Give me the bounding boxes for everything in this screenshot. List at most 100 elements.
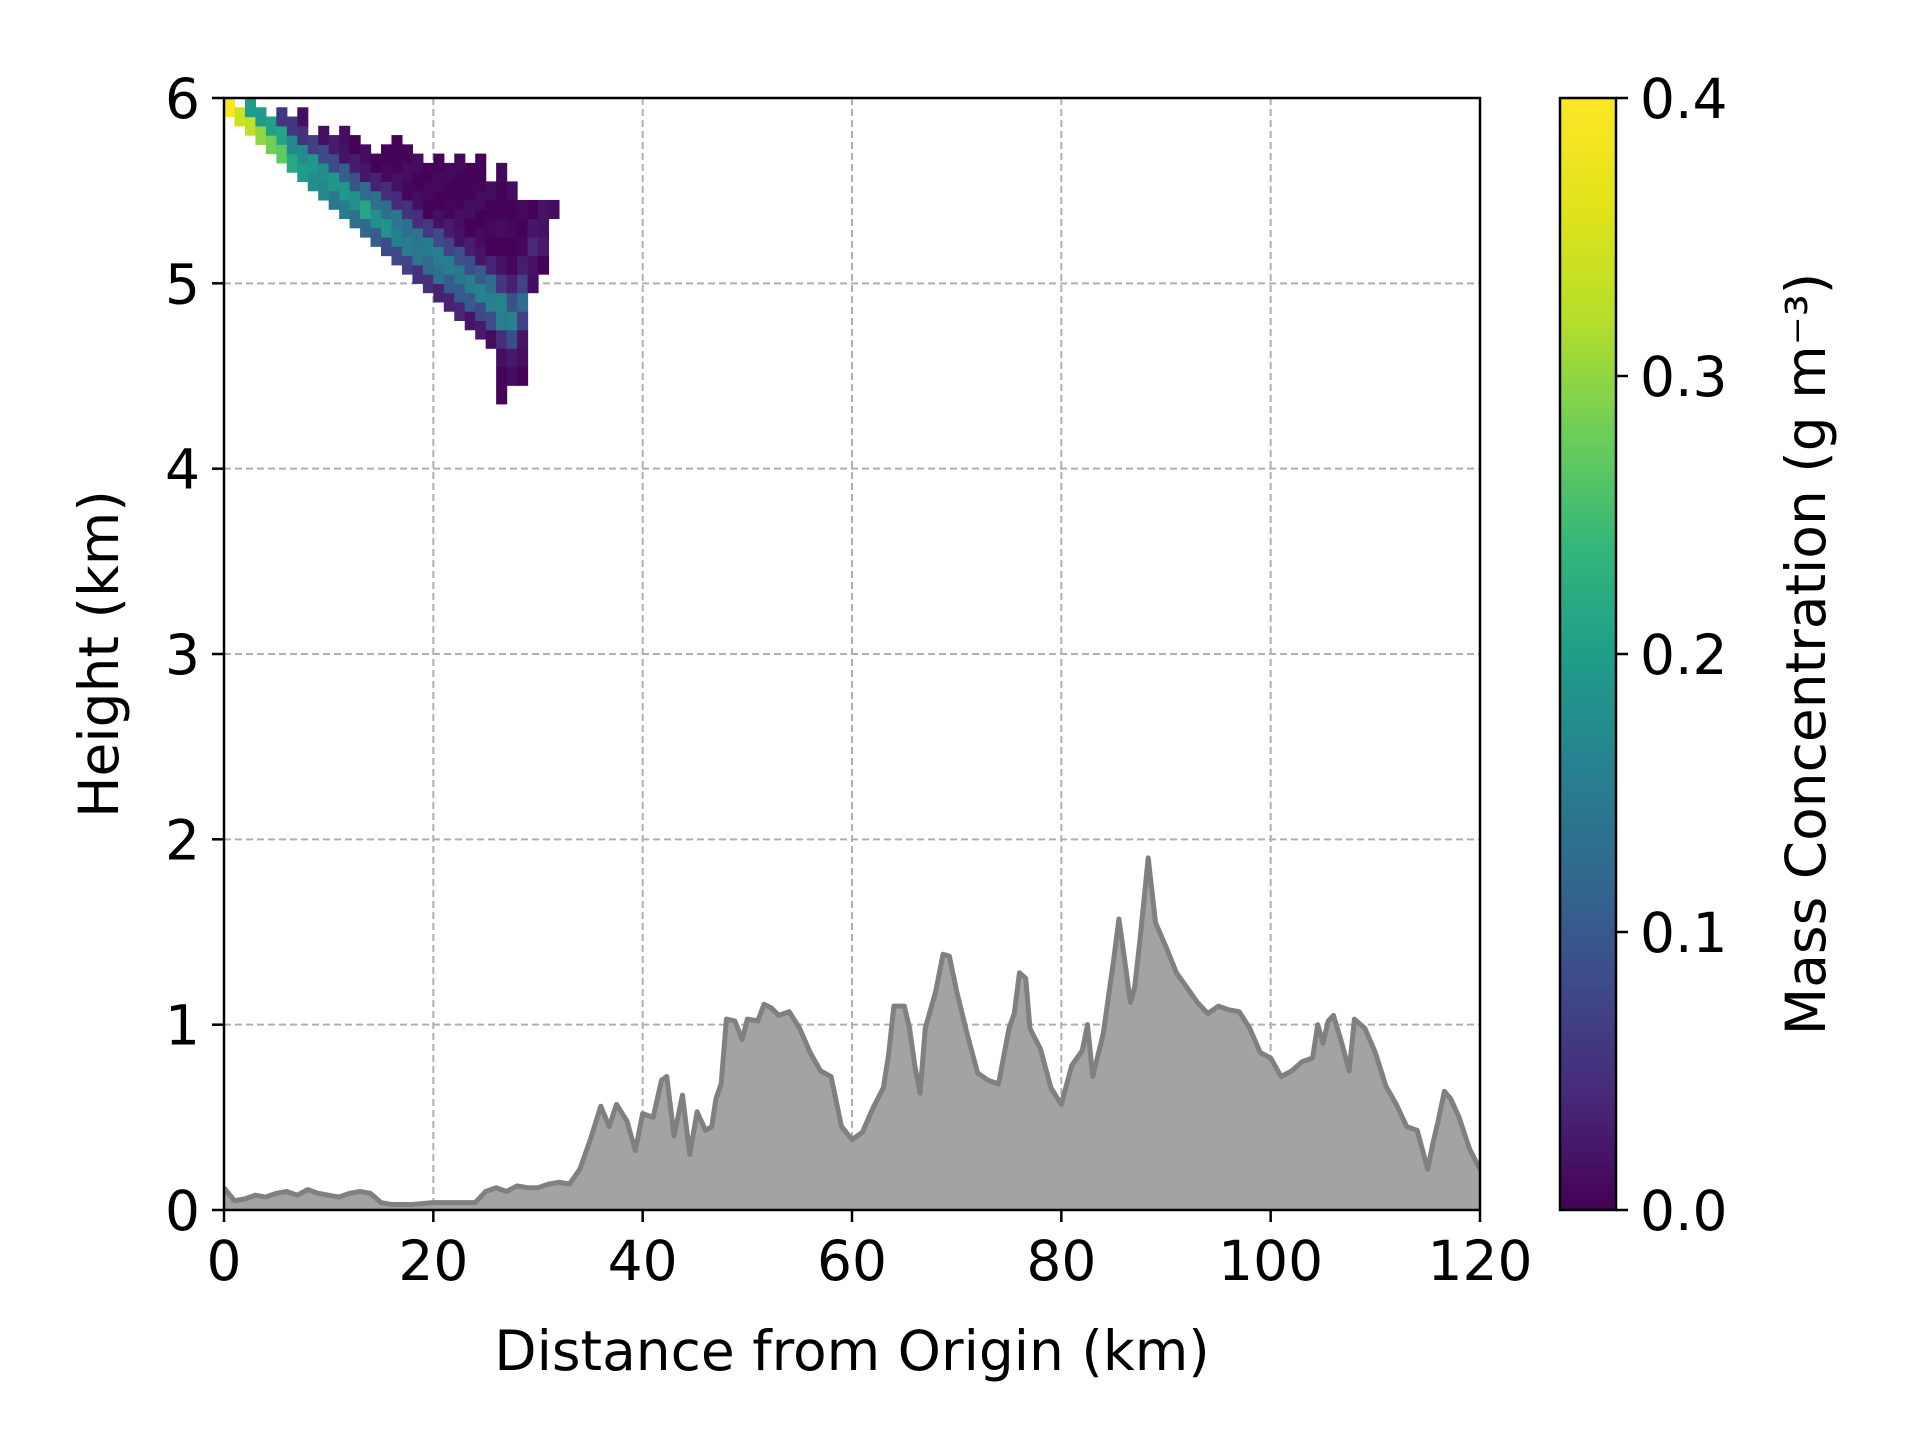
plume-cell bbox=[475, 320, 487, 340]
plume-cell bbox=[475, 153, 487, 173]
plume-cell bbox=[401, 218, 413, 238]
plume-cell bbox=[464, 255, 476, 275]
x-axis-ticks: 0 20 40 60 80 100 120 bbox=[207, 1210, 1532, 1293]
colorbar-title: Mass Concentration (g m⁻³) bbox=[1774, 273, 1838, 1035]
plume-cell bbox=[485, 329, 497, 349]
plume-cell bbox=[297, 107, 309, 127]
plume-cell bbox=[381, 162, 393, 182]
plume-cell bbox=[370, 172, 382, 192]
plume-cell bbox=[517, 237, 529, 257]
plume-cell bbox=[517, 348, 529, 368]
x-axis-title: Distance from Origin (km) bbox=[494, 1319, 1210, 1383]
plume-cell bbox=[475, 246, 487, 266]
plume-cell bbox=[443, 162, 455, 182]
plume-cell bbox=[485, 274, 497, 294]
plume-cell bbox=[506, 366, 518, 386]
plume-cell bbox=[412, 190, 424, 210]
plume-cell bbox=[548, 199, 560, 220]
colorbar-tick-label: 0.4 bbox=[1640, 67, 1727, 131]
plume-cell bbox=[496, 237, 508, 257]
y-axis-title: Height (km) bbox=[67, 490, 131, 818]
plume-cell bbox=[339, 162, 351, 182]
plume-cell bbox=[412, 172, 424, 192]
plume-cell bbox=[381, 181, 393, 201]
terrain-profile bbox=[224, 855, 1480, 1210]
y-tick-label: 6 bbox=[165, 67, 200, 131]
x-tick-label: 60 bbox=[817, 1229, 887, 1293]
plume-cell bbox=[391, 190, 403, 210]
plume-cell bbox=[527, 255, 539, 275]
plume-cell bbox=[517, 199, 529, 220]
y-tick-label: 1 bbox=[165, 994, 200, 1058]
plume-cell bbox=[391, 246, 403, 266]
terrain-line bbox=[224, 855, 1480, 1207]
plume-cell bbox=[349, 190, 361, 210]
plume-cell bbox=[485, 255, 497, 275]
plume-cell bbox=[464, 199, 476, 220]
plume-cell bbox=[391, 135, 403, 155]
plume-cell bbox=[475, 172, 487, 192]
plume-cell bbox=[527, 274, 539, 294]
plume-cell bbox=[506, 311, 518, 331]
plume-cell bbox=[454, 246, 466, 266]
plume-cell bbox=[443, 292, 455, 312]
plume-cell bbox=[517, 311, 529, 331]
plume-cell bbox=[464, 181, 476, 201]
plume-cell bbox=[506, 329, 518, 349]
plume-cell bbox=[339, 199, 351, 220]
plume-cell bbox=[443, 181, 455, 201]
plume-cell bbox=[496, 385, 508, 405]
plume-cell bbox=[307, 135, 319, 155]
plume-cell bbox=[496, 199, 508, 220]
plume-cell bbox=[328, 153, 340, 173]
colorbar-tick-label: 0.1 bbox=[1640, 901, 1727, 965]
plume-cell bbox=[255, 107, 267, 127]
plume-cell bbox=[464, 274, 476, 294]
plume-cell bbox=[517, 292, 529, 312]
plume-cell bbox=[328, 135, 340, 155]
plume-cell bbox=[433, 283, 445, 303]
plume-cell bbox=[506, 237, 518, 257]
plume-cell bbox=[517, 218, 529, 238]
plume-heatmap bbox=[224, 98, 560, 405]
plume-cell bbox=[286, 116, 298, 136]
plume-cell bbox=[360, 144, 372, 164]
plume-cell bbox=[265, 135, 277, 155]
plume-cell bbox=[433, 227, 445, 247]
plume-cell bbox=[454, 153, 466, 173]
plume-cell bbox=[391, 227, 403, 247]
plume-cell bbox=[234, 107, 246, 127]
plume-cell bbox=[401, 199, 413, 220]
plume-cell bbox=[381, 199, 393, 220]
y-tick-label: 0 bbox=[165, 1179, 200, 1243]
plume-cell bbox=[464, 162, 476, 182]
plume-cell bbox=[443, 255, 455, 275]
plume-cell bbox=[506, 199, 518, 220]
plume-cell bbox=[485, 237, 497, 257]
plume-cell bbox=[349, 209, 361, 229]
plume-cell bbox=[506, 218, 518, 238]
plume-cell bbox=[328, 172, 340, 192]
plume-cell bbox=[464, 311, 476, 331]
plume-cell bbox=[464, 237, 476, 257]
colorbar bbox=[1558, 96, 1618, 1212]
plume-cell bbox=[422, 181, 434, 201]
plume-cell bbox=[454, 190, 466, 210]
plume-cell bbox=[422, 237, 434, 257]
plume-cell bbox=[496, 255, 508, 275]
plume-cell bbox=[412, 264, 424, 284]
plume-cell bbox=[454, 209, 466, 229]
plume-cell bbox=[475, 264, 487, 284]
plume-cell bbox=[318, 144, 330, 164]
plume-cell bbox=[517, 329, 529, 349]
plume-cell bbox=[443, 274, 455, 294]
plume-cell bbox=[433, 153, 445, 173]
plume-cell bbox=[517, 255, 529, 275]
plume-cell bbox=[422, 274, 434, 294]
plume-cell bbox=[496, 329, 508, 349]
plume-cell bbox=[443, 237, 455, 257]
plume-cell bbox=[370, 227, 382, 247]
plume-cell bbox=[318, 162, 330, 182]
